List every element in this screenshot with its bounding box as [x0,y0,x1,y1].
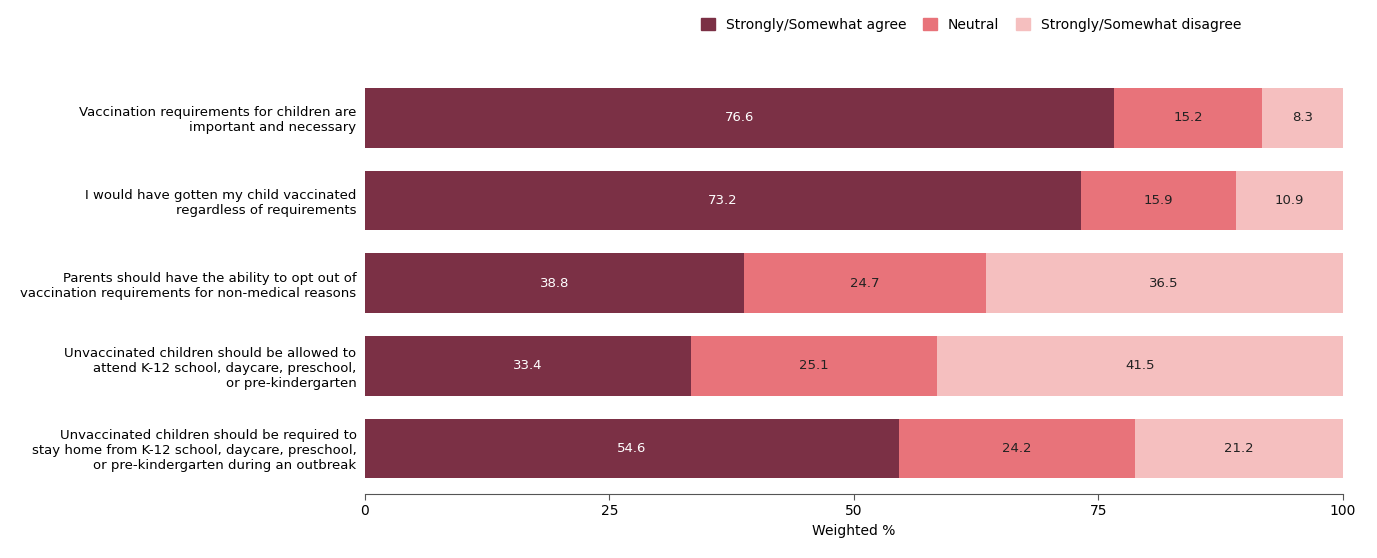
Bar [365,253,744,313]
Bar [365,171,1081,230]
Bar [691,336,936,396]
Legend: Strongly/Somewhat agree, Neutral, Strongly/Somewhat disagree: Strongly/Somewhat agree, Neutral, Strong… [695,12,1248,37]
Text: 36.5: 36.5 [1150,277,1179,290]
Bar [899,418,1135,478]
Text: 24.7: 24.7 [850,277,880,290]
Text: 10.9: 10.9 [1275,194,1304,207]
Bar [1114,88,1263,148]
Text: 33.4: 33.4 [514,359,543,372]
Bar [1263,88,1344,148]
Bar [986,253,1343,313]
Bar [365,88,1114,148]
Text: 24.2: 24.2 [1002,442,1031,455]
Text: 15.9: 15.9 [1143,194,1173,207]
Text: 73.2: 73.2 [708,194,738,207]
Bar [744,253,986,313]
Bar [1135,418,1343,478]
Text: 76.6: 76.6 [724,112,755,124]
Text: 21.2: 21.2 [1224,442,1253,455]
Bar [365,336,691,396]
Text: 25.1: 25.1 [799,359,829,372]
Text: 54.6: 54.6 [617,442,646,455]
Bar [365,418,899,478]
Text: 38.8: 38.8 [540,277,569,290]
Bar [936,336,1343,396]
Text: 8.3: 8.3 [1293,112,1314,124]
Bar [1237,171,1343,230]
Bar [1081,171,1237,230]
Text: 41.5: 41.5 [1125,359,1154,372]
X-axis label: Weighted %: Weighted % [812,524,895,538]
Text: 15.2: 15.2 [1173,112,1203,124]
